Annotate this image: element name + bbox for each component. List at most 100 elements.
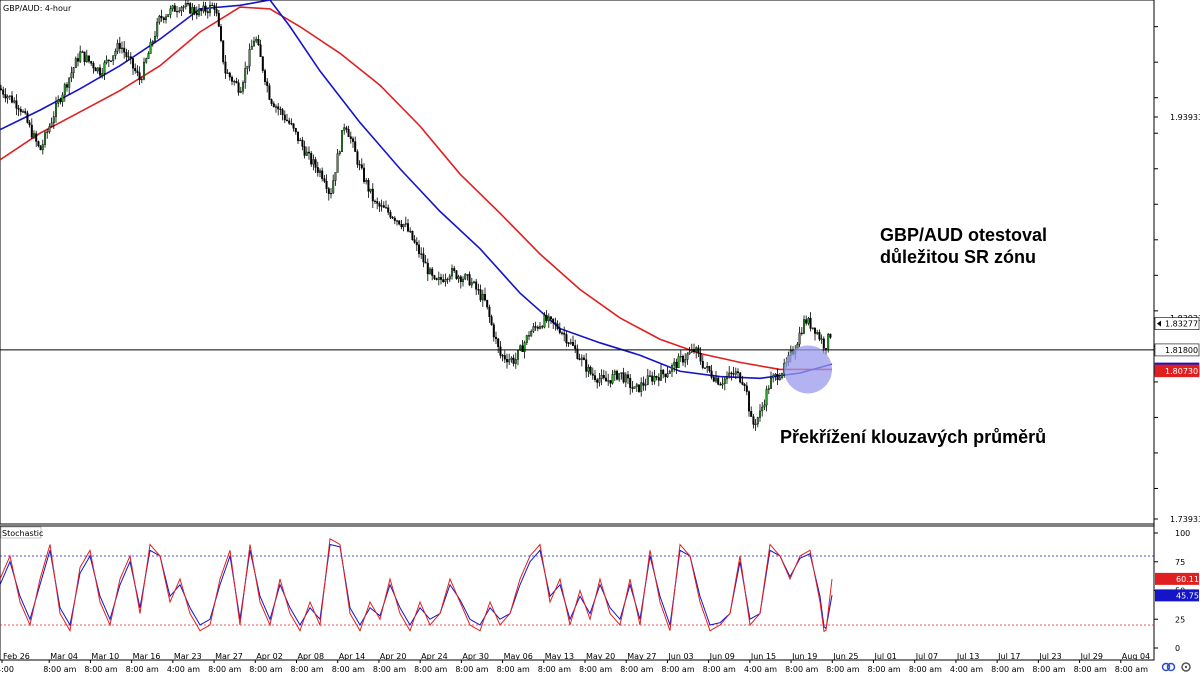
candle-body (642, 382, 645, 386)
candle (167, 14, 170, 18)
candle-body (554, 322, 557, 325)
price-tag-label: 1.83277 (1165, 320, 1198, 329)
candle (759, 404, 762, 422)
candle-body (640, 382, 643, 392)
candle-body (314, 159, 317, 168)
candle-body (175, 10, 178, 13)
crossover-marker-layer (784, 345, 832, 394)
candle (646, 368, 649, 386)
candle-body (448, 275, 451, 280)
candle (266, 77, 269, 93)
candle (246, 65, 249, 75)
candle (272, 101, 275, 108)
candle-body (433, 275, 436, 279)
candle (411, 230, 414, 241)
candle-body (686, 353, 689, 360)
candle (215, 2, 218, 17)
time-tick-date: Apr 30 (462, 652, 489, 661)
candle-body (270, 99, 273, 104)
candle (382, 201, 385, 208)
candle-body (629, 377, 632, 388)
candle (206, 8, 209, 19)
candle-body (68, 77, 71, 88)
candle (226, 69, 229, 74)
candle (17, 105, 20, 117)
candle-body (4, 94, 7, 99)
candle-body (167, 14, 170, 17)
candle (308, 146, 311, 160)
candle-body (2, 89, 5, 95)
candle-body (825, 348, 828, 350)
candle (275, 104, 278, 113)
price-tag: 1.81800 (1154, 343, 1200, 357)
candle-body (41, 144, 44, 151)
candle-body (567, 342, 570, 344)
candle-body (85, 55, 88, 63)
candle (387, 204, 390, 216)
link-icon[interactable] (1161, 662, 1176, 672)
candle-body (490, 316, 493, 325)
candle (195, 6, 198, 20)
candle (704, 367, 707, 370)
candle (774, 372, 777, 381)
candle (778, 373, 781, 381)
candle-body (822, 338, 825, 349)
candle (827, 332, 830, 353)
candle (235, 77, 238, 84)
candle (145, 57, 148, 64)
candle (719, 382, 722, 386)
candle-body (638, 384, 641, 392)
candle (446, 277, 449, 284)
candle-body (79, 51, 82, 62)
time-tick-date: Apr 08 (298, 652, 325, 661)
candle-body (211, 4, 214, 7)
candle-body (479, 289, 482, 301)
candle-body (745, 385, 748, 392)
candle (202, 1, 205, 14)
candle (380, 199, 383, 212)
candle-body (374, 200, 377, 203)
candle (426, 258, 429, 281)
stochastic-lines (0, 537, 1154, 633)
candle (109, 60, 112, 63)
candle (809, 312, 812, 332)
time-tick-date: Jul 01 (874, 652, 897, 661)
candle (756, 416, 759, 428)
candle-body (660, 369, 663, 381)
candle (332, 174, 335, 194)
candle-body (622, 372, 625, 383)
candle (413, 235, 416, 244)
candle-body (578, 358, 581, 360)
main-price-panel (0, 0, 1155, 525)
candle-body (105, 59, 108, 63)
settings-icon[interactable] (1181, 662, 1191, 672)
title-bg (2, 2, 68, 13)
candle (327, 186, 330, 201)
candle (761, 401, 764, 417)
candle-body (770, 377, 773, 389)
candle-body (415, 242, 418, 246)
candle (547, 313, 550, 328)
price-tag: 1.80730 (1154, 364, 1200, 378)
candle-body (213, 5, 216, 10)
candle (261, 55, 264, 73)
candle-body (589, 366, 592, 375)
candle (112, 55, 115, 66)
candle (750, 406, 753, 417)
time-tick-date: Jun 03 (667, 652, 693, 661)
candle (2, 86, 5, 98)
candle-body (305, 151, 308, 156)
candle (149, 38, 152, 54)
candle-body (103, 62, 106, 74)
candle (363, 163, 366, 184)
candle-body (671, 365, 674, 372)
candle-body (264, 70, 267, 82)
stochastic-label-box (0, 526, 42, 539)
candle (118, 36, 121, 54)
candle-body (712, 377, 715, 382)
candle (248, 43, 251, 72)
candle-body (499, 346, 502, 356)
candle (688, 346, 691, 355)
candle (525, 334, 528, 345)
candle-body (363, 167, 366, 182)
